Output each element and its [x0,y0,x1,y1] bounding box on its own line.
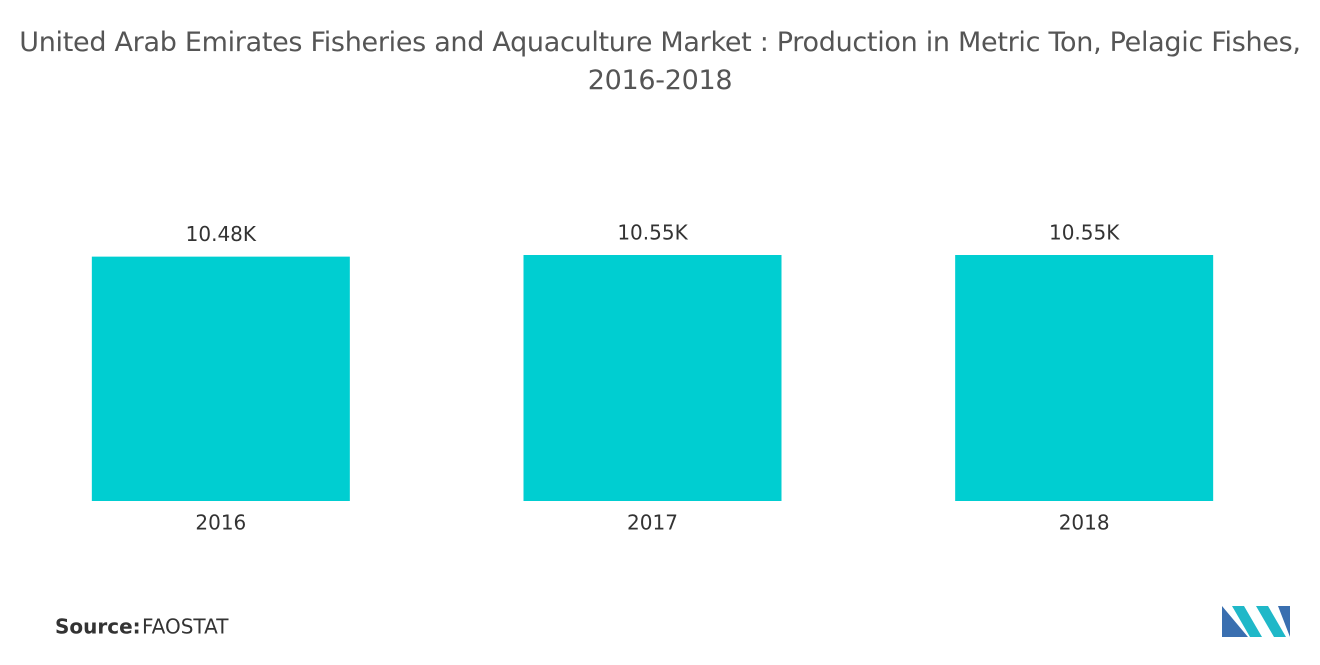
logo-part [1256,606,1286,637]
logo-part [1222,606,1248,637]
bar [955,255,1214,501]
logo-part [1232,606,1262,637]
source: FAOSTAT [142,615,229,639]
value-label: 10.48K [186,222,257,246]
source-label: Source: [55,615,141,639]
value-label: 10.55K [617,221,688,245]
logo [1222,606,1290,637]
logo-part [1278,606,1290,637]
x-tick-label: 2016 [195,511,246,535]
chart-title: United Arab Emirates Fisheries and Aquac… [19,27,1301,96]
bar [91,256,350,501]
x-tick-label: 2018 [1059,511,1110,535]
value-label: 10.55K [1049,221,1120,245]
x-tick-label: 2017 [627,511,678,535]
bar [523,255,782,501]
